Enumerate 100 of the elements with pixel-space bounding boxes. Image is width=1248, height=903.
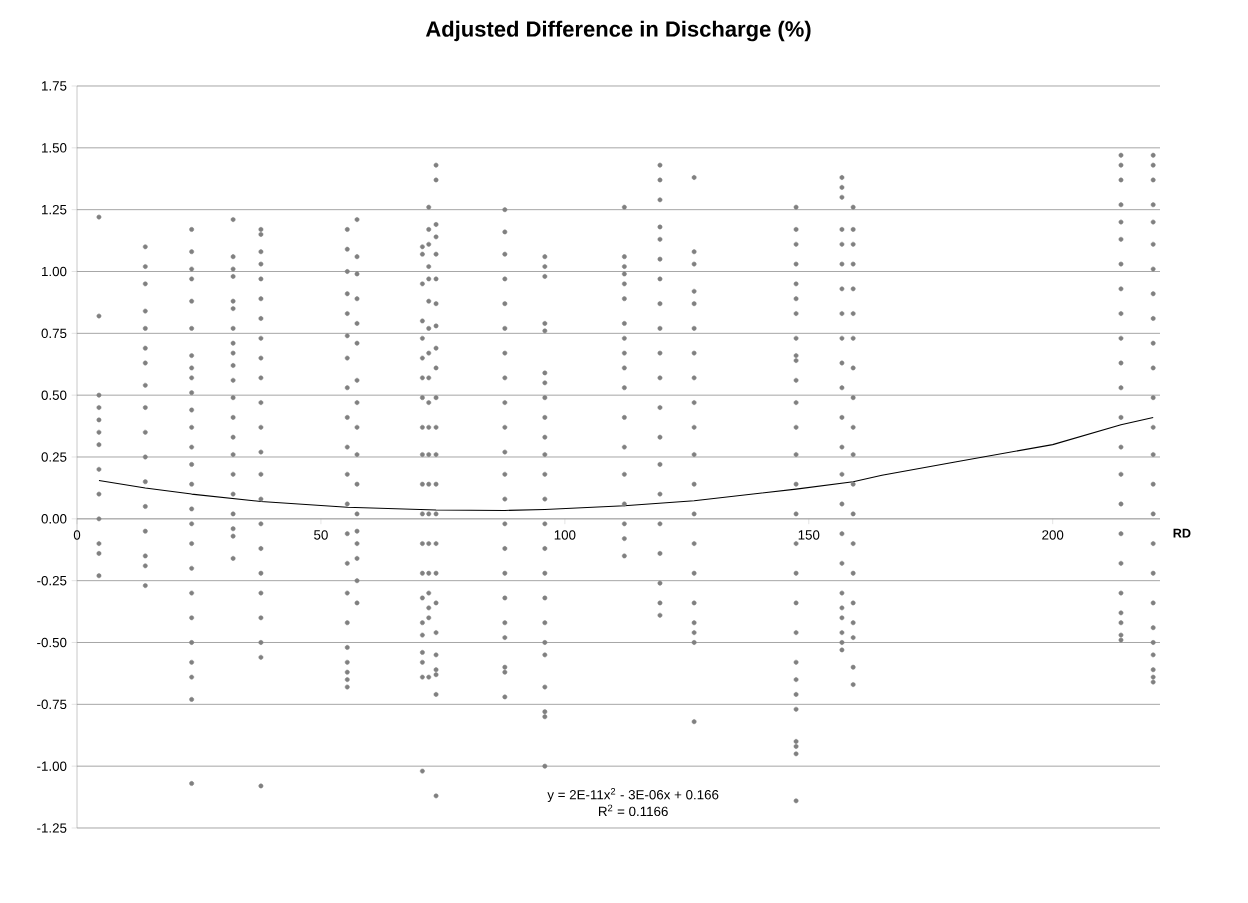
point bbox=[793, 204, 799, 210]
point bbox=[542, 380, 548, 386]
point bbox=[230, 254, 236, 260]
point bbox=[426, 590, 432, 596]
point bbox=[419, 768, 425, 774]
point bbox=[433, 600, 439, 606]
point bbox=[542, 652, 548, 658]
point bbox=[230, 340, 236, 346]
point bbox=[657, 580, 663, 586]
point bbox=[419, 649, 425, 655]
x-axis-title: RD bbox=[1173, 528, 1191, 538]
point bbox=[426, 541, 432, 546]
point bbox=[621, 471, 627, 477]
point bbox=[344, 333, 350, 339]
point bbox=[142, 429, 148, 435]
point bbox=[1118, 560, 1124, 566]
point bbox=[1118, 385, 1124, 391]
point bbox=[839, 560, 845, 566]
point bbox=[142, 504, 148, 509]
point bbox=[96, 392, 102, 398]
point bbox=[433, 541, 439, 546]
point bbox=[839, 444, 845, 450]
point bbox=[142, 244, 148, 250]
point bbox=[426, 424, 432, 430]
point bbox=[344, 444, 350, 450]
point bbox=[621, 264, 627, 269]
point bbox=[419, 281, 425, 287]
point bbox=[344, 560, 350, 566]
y-tick-label: 0.50 bbox=[41, 390, 67, 400]
point bbox=[258, 570, 264, 576]
point bbox=[850, 481, 856, 487]
point bbox=[657, 224, 663, 230]
point bbox=[354, 254, 360, 260]
point bbox=[793, 743, 799, 749]
point bbox=[850, 365, 856, 371]
point bbox=[189, 375, 195, 381]
point bbox=[1118, 236, 1124, 242]
point bbox=[691, 541, 697, 546]
y-tick-label: -0.75 bbox=[37, 699, 67, 710]
point bbox=[621, 365, 627, 371]
point bbox=[189, 227, 195, 232]
point bbox=[850, 620, 856, 626]
point bbox=[657, 434, 663, 440]
point bbox=[1150, 679, 1156, 685]
point bbox=[657, 301, 663, 307]
point bbox=[1150, 452, 1156, 457]
point bbox=[426, 400, 432, 405]
point bbox=[793, 335, 799, 341]
y-tick-label: 0.00 bbox=[41, 514, 67, 524]
point bbox=[189, 424, 195, 430]
point bbox=[542, 640, 548, 645]
point bbox=[850, 335, 856, 341]
point bbox=[793, 751, 799, 757]
point bbox=[793, 424, 799, 430]
point bbox=[142, 308, 148, 314]
point bbox=[142, 479, 148, 485]
point bbox=[1118, 471, 1124, 477]
point bbox=[258, 335, 264, 341]
y-tick-label: -0.50 bbox=[37, 637, 67, 648]
point bbox=[426, 511, 432, 517]
point bbox=[502, 669, 508, 675]
point bbox=[542, 521, 548, 527]
point bbox=[344, 531, 350, 537]
point bbox=[850, 452, 856, 457]
point bbox=[426, 264, 432, 269]
point bbox=[354, 600, 360, 606]
point bbox=[96, 405, 102, 410]
point bbox=[258, 546, 264, 551]
point bbox=[433, 276, 439, 282]
point bbox=[850, 241, 856, 247]
point bbox=[839, 590, 845, 596]
point bbox=[433, 345, 439, 351]
point bbox=[691, 288, 697, 294]
point bbox=[354, 556, 360, 561]
point bbox=[419, 511, 425, 517]
point bbox=[793, 452, 799, 457]
point bbox=[1118, 501, 1124, 507]
point bbox=[142, 553, 148, 559]
point bbox=[502, 251, 508, 257]
point bbox=[657, 491, 663, 497]
point bbox=[691, 301, 697, 307]
point bbox=[542, 370, 548, 376]
point bbox=[258, 640, 264, 645]
point bbox=[691, 175, 697, 180]
point bbox=[850, 286, 856, 292]
point bbox=[419, 355, 425, 361]
point bbox=[621, 254, 627, 260]
point bbox=[230, 306, 236, 311]
point bbox=[691, 481, 697, 487]
point bbox=[96, 466, 102, 472]
point bbox=[344, 677, 350, 682]
point bbox=[1150, 365, 1156, 371]
point bbox=[793, 541, 799, 546]
annotation: y = 2E-11x$^{2}$ - 3E-06x + 0.166 bbox=[547, 787, 719, 803]
point bbox=[691, 375, 697, 381]
point bbox=[502, 471, 508, 477]
point bbox=[793, 281, 799, 287]
point bbox=[657, 405, 663, 410]
point bbox=[793, 241, 799, 247]
point bbox=[1150, 640, 1156, 645]
